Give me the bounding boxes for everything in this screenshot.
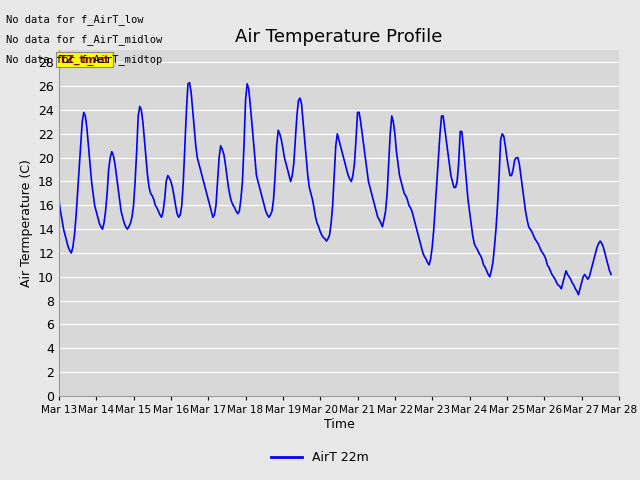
Y-axis label: Air Termperature (C): Air Termperature (C) bbox=[20, 159, 33, 287]
Text: No data for f_AirT_midlow: No data for f_AirT_midlow bbox=[6, 34, 163, 45]
Text: No data for f_AirT_low: No data for f_AirT_low bbox=[6, 13, 144, 24]
Title: Air Temperature Profile: Air Temperature Profile bbox=[235, 28, 443, 46]
Text: No data for f_AirT_midtop: No data for f_AirT_midtop bbox=[6, 54, 163, 65]
Text: TZ_tmet: TZ_tmet bbox=[59, 54, 110, 65]
X-axis label: Time: Time bbox=[323, 418, 355, 431]
Legend: AirT 22m: AirT 22m bbox=[266, 446, 374, 469]
